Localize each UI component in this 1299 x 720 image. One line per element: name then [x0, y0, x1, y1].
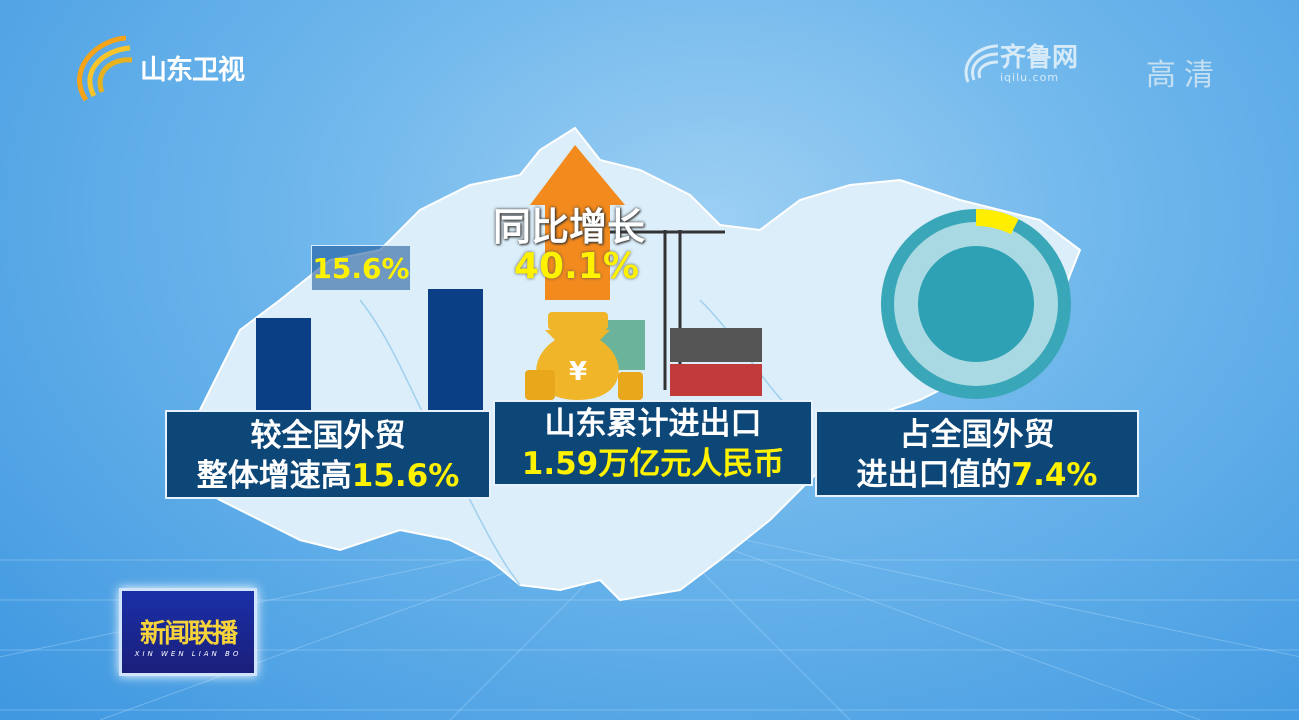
partner-logo: 齐鲁网 iqilu.com — [960, 42, 1078, 86]
bar-national — [256, 318, 311, 410]
info-box-total: 山东累计进出口 1.59万亿元人民币 — [493, 400, 813, 486]
program-subtitle: XIN WEN LIAN BO — [134, 650, 242, 658]
box-value: 7.4% — [1011, 457, 1098, 493]
program-logo: 新闻联播 XIN WEN LIAN BO — [119, 588, 257, 676]
coins-icon — [525, 370, 643, 400]
box-line: 较全国外贸 — [250, 418, 406, 454]
box-line: 进出口值的 — [856, 457, 1012, 493]
growth-label: 同比增长 — [493, 205, 646, 249]
donut-chart — [881, 209, 1071, 399]
info-box-growth: 较全国外贸 整体增速高15.6% — [165, 410, 491, 499]
container-icon — [670, 364, 762, 396]
difference-label: 15.6% — [311, 245, 411, 291]
box-value: 15.6% — [351, 458, 460, 494]
svg-text:¥: ¥ — [569, 357, 587, 387]
donut-share-segment — [976, 209, 1019, 235]
program-title: 新闻联播 — [139, 619, 238, 649]
container-icon — [670, 328, 762, 362]
shandong-tv-logo-icon — [77, 35, 133, 102]
up-arrow-icon — [530, 145, 625, 300]
box-value: 1.59万亿元人民币 — [521, 446, 785, 482]
box-line: 山东累计进出口 — [544, 406, 762, 442]
growth-value: 40.1% — [514, 246, 639, 287]
bar-shandong — [428, 289, 483, 410]
channel-logo: 山东卫视 — [66, 30, 245, 104]
money-bag-icon — [536, 330, 619, 400]
donut-inner — [918, 246, 1034, 362]
hd-badge: 高清 — [1146, 58, 1222, 93]
box-line: 整体增速高 — [196, 458, 352, 494]
box-line: 占全国外贸 — [899, 417, 1055, 453]
iqilu-logo-icon — [964, 44, 999, 83]
info-box-share: 占全国外贸 进出口值的7.4% — [815, 410, 1139, 497]
